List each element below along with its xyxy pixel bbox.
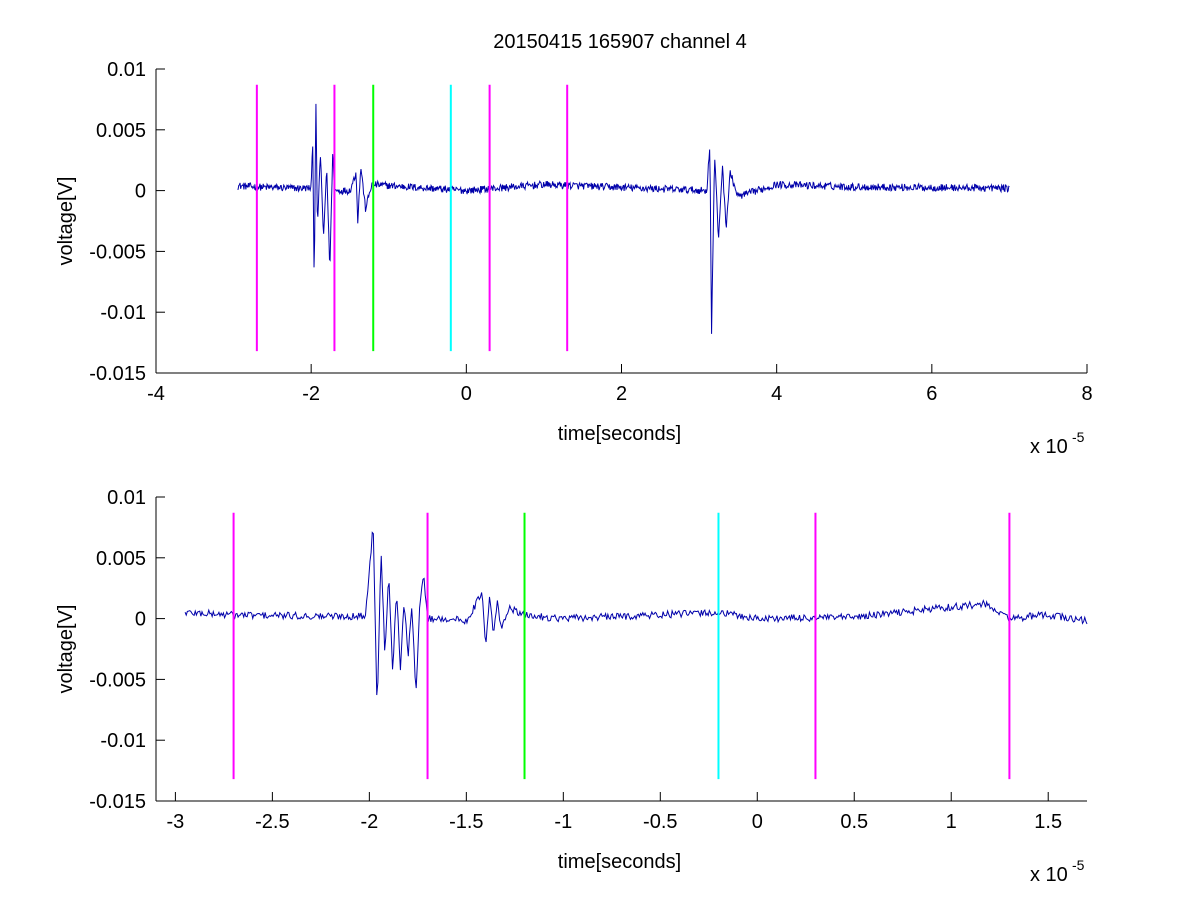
x-multiplier-exponent: -5 [1072,429,1085,445]
y-tick-label: 0.005 [96,120,146,142]
y-tick-label: 0.005 [96,548,146,570]
y-tick-label: -0.01 [100,302,146,324]
bottom-plot: -3 -2.5 -2 -1.5 -1 -0.5 0 0.5 1 1.5 -0.015 -0.01 -0.… [55,487,1088,886]
x-tick-label: 1 [946,811,957,833]
y-tick-label: 0.01 [107,487,146,509]
x-tick-label: -1 [554,811,572,833]
y-tick-label: -0.015 [89,791,146,813]
x-multiplier-label: x 10 [1030,436,1068,458]
x-tick-label: -4 [147,383,165,405]
x-tick-label: -3 [166,811,184,833]
x-tick-label: 1.5 [1034,811,1062,833]
x-tick-label: 0.5 [840,811,868,833]
x-tick-label: -1.5 [449,811,483,833]
y-tick-label: 0.01 [107,59,146,81]
x-tick-label: -0.5 [643,811,677,833]
x-tick-label: -2.5 [255,811,289,833]
x-tick-label: 8 [1081,383,1092,405]
x-axis-label: time[seconds] [558,423,681,445]
y-tick-label: -0.005 [89,241,146,263]
top-plot: -4 -2 0 2 4 6 8 -0.015 -0.01 -0.005 0 0.005 0.01 time… [55,59,1093,458]
x-tick-label: 0 [461,383,472,405]
signal-trace [184,531,1088,696]
x-multiplier-label: x 10 [1030,864,1068,886]
y-tick-label: -0.005 [89,669,146,691]
signal-trace [237,103,1010,334]
y-tick-label: 0 [135,609,146,631]
x-multiplier-exponent: -5 [1072,857,1085,873]
y-tick-label: 0 [135,181,146,203]
x-tick-label: 2 [616,383,627,405]
y-tick-label: -0.01 [100,730,146,752]
y-axis-label: voltage[V] [55,605,77,694]
x-axis-label: time[seconds] [558,851,681,873]
figure-title: 20150415 165907 channel 4 [493,31,747,53]
y-axis-label: voltage[V] [55,177,77,266]
x-tick-label: 0 [752,811,763,833]
x-tick-label: -2 [302,383,320,405]
x-tick-label: -2 [360,811,378,833]
x-tick-label: 6 [926,383,937,405]
x-tick-label: 4 [771,383,782,405]
y-tick-label: -0.015 [89,363,146,385]
